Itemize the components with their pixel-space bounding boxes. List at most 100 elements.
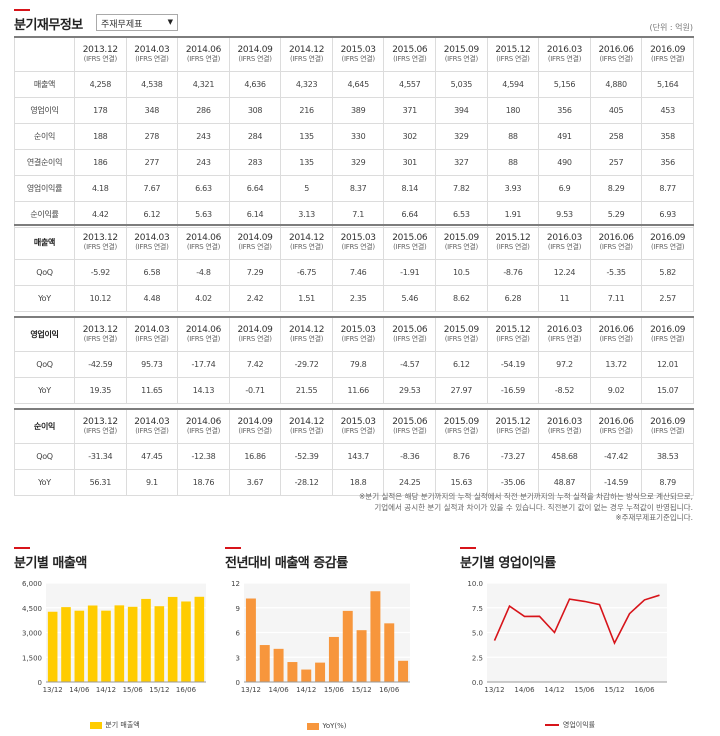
revenue-legend: 분기 매출액 <box>10 720 220 730</box>
table-cell: 4,880 <box>589 70 643 98</box>
period-header: 2014.12 (IFRS 연결) <box>280 408 333 444</box>
x-tick-label: 14/06 <box>268 686 289 694</box>
bar <box>328 636 339 682</box>
unit-label: (단위 : 억원) <box>649 23 693 32</box>
table-cell: 5,035 <box>435 70 488 98</box>
table-cell: 6.64 <box>228 174 282 202</box>
table-cell: -5.35 <box>589 258 643 286</box>
table-cell: 4,323 <box>280 70 333 98</box>
bar <box>74 610 85 682</box>
table-cell: 284 <box>228 122 282 150</box>
table-cell: 19.35 <box>74 376 127 404</box>
period-header: 2014.06 (IFRS 연결) <box>177 224 230 260</box>
revenue-growth-table: 매출액 2013.12 (IFRS 연결) 2014.03 (IFRS 연결) 2014.… <box>14 224 694 312</box>
row-label: 매출액 <box>14 70 75 98</box>
table-cell: 348 <box>125 96 179 124</box>
table-cell: 394 <box>435 96 488 124</box>
period-header: 2015.06 (IFRS 연결) <box>383 316 437 352</box>
table-cell: 329 <box>331 148 385 176</box>
table-cell: 178 <box>74 96 127 124</box>
table-cell: 389 <box>331 96 385 124</box>
table-cell: 7.82 <box>435 174 488 202</box>
period-header: 2015.09 (IFRS 연결) <box>435 36 488 72</box>
table-cell: 358 <box>641 122 694 150</box>
op-margin-legend: 영업이익률 <box>455 720 685 730</box>
table-cell: 180 <box>486 96 540 124</box>
statement-type-select[interactable]: 주재무제표 ▼ <box>96 14 178 31</box>
bar <box>47 611 58 682</box>
note-line: ※주재무제표기준입니다. <box>615 513 693 522</box>
table-cell: 5.46 <box>383 284 437 312</box>
table-cell: 6.12 <box>435 350 488 378</box>
table-cell: 6.9 <box>538 174 591 202</box>
table-cell: 9.1 <box>125 468 179 496</box>
header-row: 2013.12 (IFRS 연결) 2014.03 (IFRS 연결) 2014.06(… <box>14 36 694 72</box>
table-cell: 491 <box>538 122 591 150</box>
chart-title-accent <box>460 547 476 549</box>
row-label: QoQ <box>14 350 75 378</box>
table-cell: 7.46 <box>331 258 385 286</box>
period-header: 2016.09 (IFRS 연결) <box>641 36 694 72</box>
header-row: 매출액 2013.12 (IFRS 연결) 2014.03 (IFRS 연결) 2014.… <box>14 224 694 260</box>
table-cell: 4,594 <box>486 70 540 98</box>
table-cell: -42.59 <box>74 350 127 378</box>
period-header: 2013.12 (IFRS 연결) <box>74 408 127 444</box>
table-row: 순이익 188 278 243 284 135 330 302 329 88 491 258 358 <box>14 122 694 150</box>
period-header: 2016.06 (IFRS 연결) <box>589 316 643 352</box>
bar <box>301 669 312 682</box>
table-cell: 6.93 <box>641 200 694 228</box>
header-row: 순이익 2013.12 (IFRS 연결) 2014.03 (IFRS 연결) 2014.… <box>14 408 694 444</box>
y-tick-label: 0 <box>236 679 240 687</box>
bar <box>181 601 191 682</box>
period-header: 2013.12 (IFRS 연결) <box>74 316 127 352</box>
table-cell: 24.25 <box>383 468 437 496</box>
table-cell: 8.76 <box>435 442 488 470</box>
table-cell: 188 <box>74 122 127 150</box>
table-cell: 3.13 <box>280 200 333 228</box>
title-accent <box>14 9 30 11</box>
table-cell: 458.68 <box>538 442 591 470</box>
y-tick-label: 9 <box>236 605 240 613</box>
y-tick-label: 4,500 <box>22 605 42 613</box>
period-header: 2014.09 (IFRS 연결) <box>228 224 282 260</box>
x-tick-label: 16/06 <box>176 686 197 694</box>
quarterly-financials-table: 2013.12 (IFRS 연결) 2014.03 (IFRS 연결) 2014.06(… <box>14 36 694 228</box>
table-cell: 10.12 <box>74 284 127 312</box>
table-cell: 79.8 <box>331 350 385 378</box>
table-cell: 4,258 <box>74 70 127 98</box>
x-tick-label: 14/06 <box>69 686 90 694</box>
table-cell: -17.74 <box>177 350 230 378</box>
table-cell: 257 <box>589 148 643 176</box>
table-cell: 12.24 <box>538 258 591 286</box>
table-cell: 18.76 <box>177 468 230 496</box>
row-label: 순이익 <box>14 122 75 150</box>
table-cell: 88 <box>486 148 540 176</box>
y-tick-label: 3,000 <box>22 630 42 638</box>
bar <box>315 662 326 682</box>
x-tick-label: 14/12 <box>96 686 116 694</box>
chart-title-op-margin: 분기별 영업이익률 <box>460 556 556 571</box>
period-header: 2014.12 (IFRS 연결) <box>280 316 333 352</box>
table-cell: -16.59 <box>486 376 540 404</box>
period-header: 2015.12 (IFRS 연결) <box>486 224 540 260</box>
table-cell: 10.5 <box>435 258 488 286</box>
row-label: 영업이익 <box>14 96 75 124</box>
table-cell: 5 <box>280 174 333 202</box>
op-margin-chart-svg: 10.0 7.5 5.0 2.5 0.013/12 14/06 14/12 15/06 15/1… <box>467 580 667 694</box>
table-cell: 11 <box>538 284 591 312</box>
legend-swatch <box>544 724 559 726</box>
table-cell: 329 <box>435 122 488 150</box>
row-label: 매출액 <box>14 224 75 260</box>
table-cell: 7.67 <box>125 174 179 202</box>
table-row: QoQ -42.59 95.73 -17.74 7.42 -29.72 79.8 -4.57 6… <box>14 350 694 378</box>
table-cell: -31.34 <box>74 442 127 470</box>
table-cell: 88 <box>486 122 540 150</box>
table-row: QoQ -31.34 47.45 -12.38 16.86 -52.39 143.7 -8.3… <box>14 442 694 470</box>
table-cell: 5,156 <box>538 70 591 98</box>
table-cell: 16.86 <box>228 442 282 470</box>
table-cell: -5.92 <box>74 258 127 286</box>
period-header: 2016.03 (IFRS 연결) <box>538 224 591 260</box>
x-tick-label: 16/06 <box>634 686 655 694</box>
table-cell: -1.91 <box>383 258 437 286</box>
table-cell: 4,538 <box>125 70 179 98</box>
